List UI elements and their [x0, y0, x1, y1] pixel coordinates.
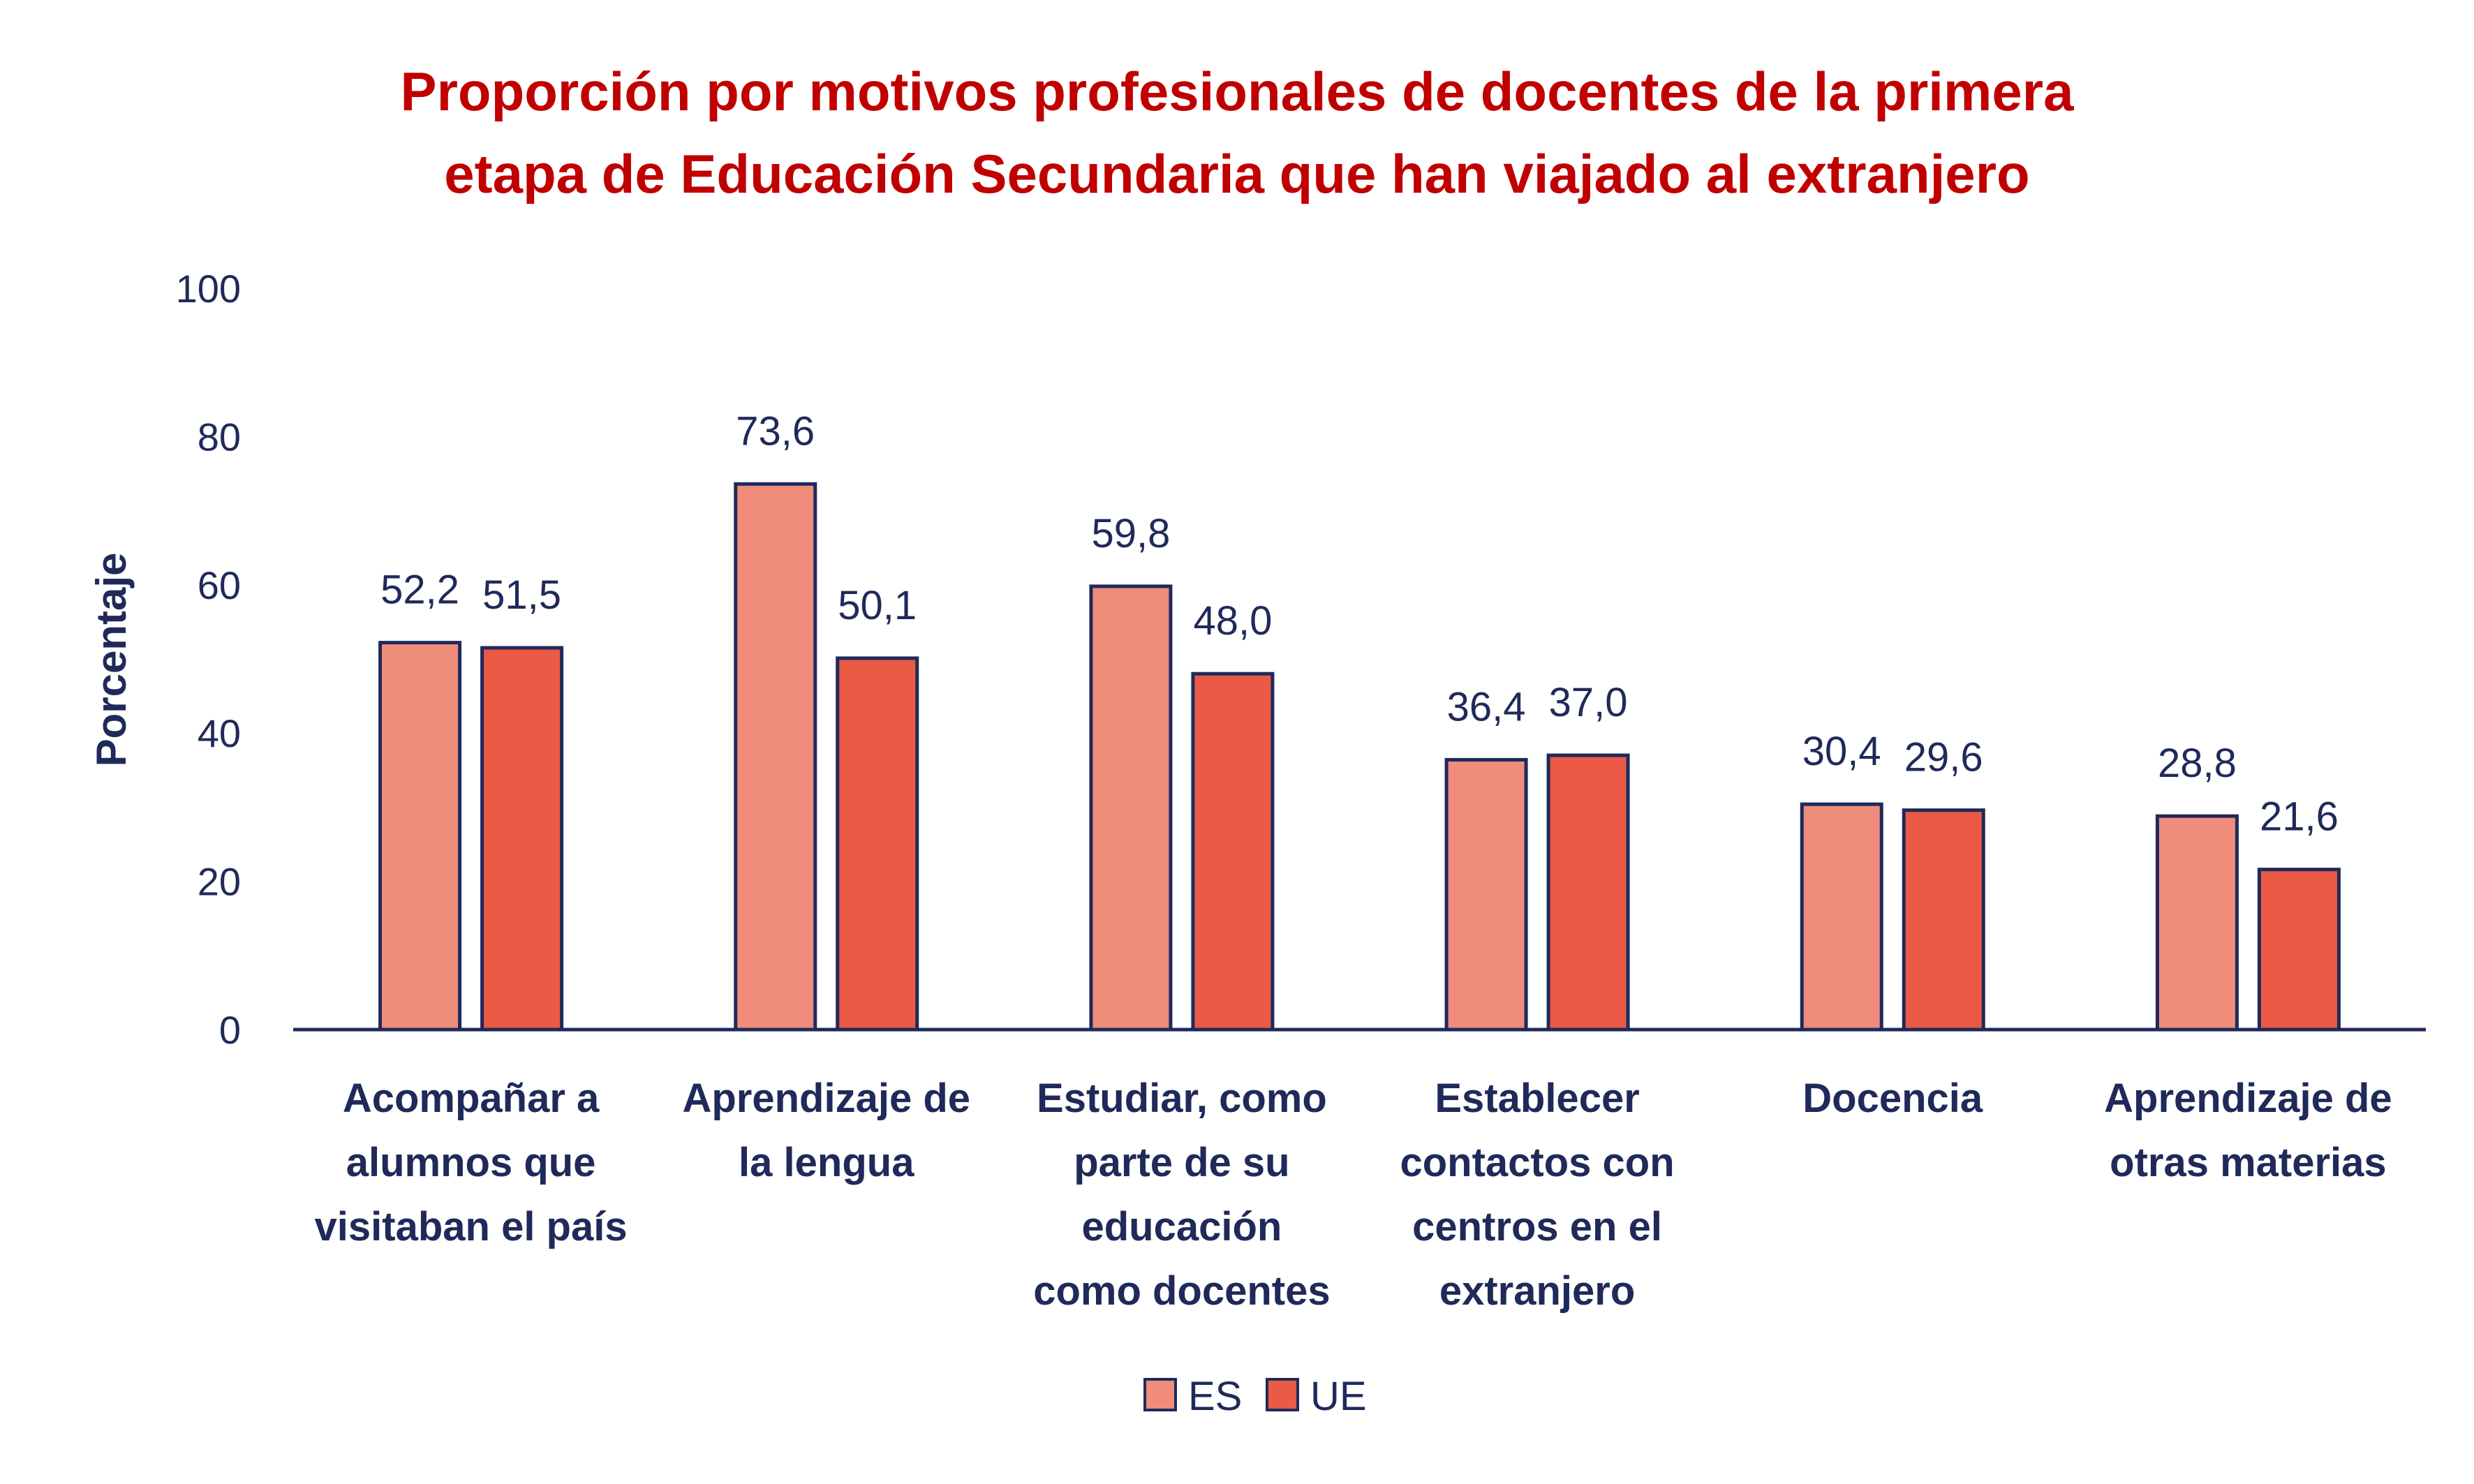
data-label: 28,8 — [2158, 741, 2237, 786]
data-label: 21,6 — [2260, 794, 2339, 840]
y-tick-label: 40 — [198, 711, 241, 755]
bar-ue — [480, 646, 564, 1032]
data-label: 51,5 — [482, 572, 561, 618]
bar-es — [1089, 584, 1173, 1032]
legend-swatch-es — [1143, 1378, 1177, 1411]
y-tick-label: 0 — [219, 1008, 241, 1052]
legend-swatch-ue — [1266, 1378, 1299, 1411]
category-labels: Acompañar a alumnos que visitaban el país A… — [315, 1076, 2392, 1314]
category-label: Acompañar a alumnos que visitaban el país — [315, 1076, 628, 1249]
data-label: 59,8 — [1091, 511, 1170, 556]
category-label: Establecer contactos con centros en el extr… — [1400, 1076, 1674, 1314]
data-label: 73,6 — [736, 408, 815, 454]
bar-es — [378, 641, 462, 1032]
category-label: Aprendizaje de la lengua — [682, 1076, 970, 1185]
bar-ue — [1902, 808, 1985, 1032]
y-tick-label: 100 — [176, 267, 241, 311]
category-label: Docencia — [1802, 1076, 1983, 1121]
y-tick-label: 80 — [198, 415, 241, 459]
bars — [378, 482, 2341, 1032]
bar-ue — [836, 656, 919, 1032]
chart-title-line: Proporción por motivos profesionales de … — [401, 61, 2075, 122]
data-label: 37,0 — [1549, 680, 1628, 725]
data-label: 29,6 — [1904, 735, 1983, 780]
data-label: 30,4 — [1802, 729, 1881, 774]
category-label: Estudiar, como parte de su educación como d… — [1033, 1076, 1330, 1314]
category-label: Aprendizaje de otras materias — [2104, 1076, 2392, 1185]
y-tick-label: 20 — [198, 860, 241, 904]
legend: ES UE — [1143, 1374, 1367, 1419]
legend-label-es: ES — [1188, 1374, 1242, 1419]
chart-title: Proporción por motivos profesionales de … — [401, 61, 2075, 205]
bar-es — [2155, 814, 2239, 1032]
bar-ue — [1191, 671, 1275, 1032]
bar-ue — [1546, 753, 1630, 1032]
bar-es — [1800, 802, 1883, 1032]
bar-es — [734, 482, 817, 1032]
data-label: 36,4 — [1447, 684, 1526, 729]
data-label: 52,2 — [380, 567, 459, 613]
bar-ue — [2257, 868, 2341, 1032]
data-label: 48,0 — [1193, 598, 1272, 644]
chart-title-line: etapa de Educación Secundaria que han vi… — [444, 143, 2029, 205]
bar-es — [1444, 757, 1528, 1032]
data-labels: 52,2 73,6 59,8 36,4 30,4 28,8 51,5 50,1 48,0 37,0… — [380, 408, 2339, 839]
y-axis-label: Porcentaje — [88, 553, 135, 767]
legend-label-ue: UE — [1310, 1374, 1367, 1419]
y-axis: 0 20 40 60 80 100 — [176, 267, 241, 1052]
data-label: 50,1 — [838, 583, 917, 628]
y-tick-label: 60 — [198, 563, 241, 607]
